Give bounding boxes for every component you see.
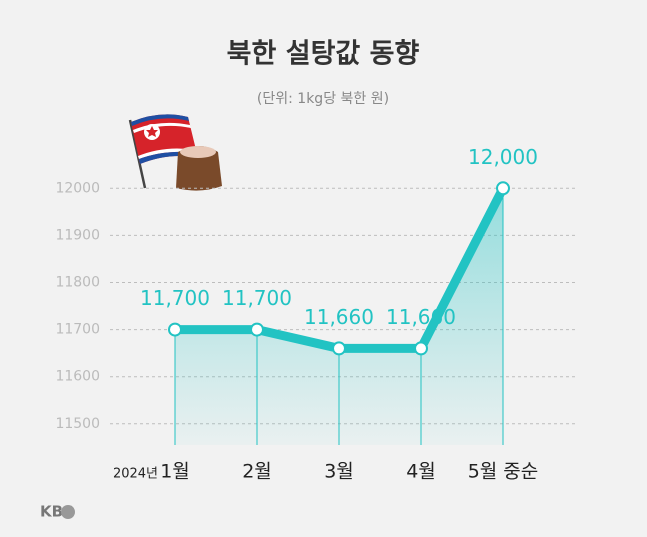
x-tick-label: 1월 (160, 461, 190, 483)
y-tick-label: 11900 (55, 227, 100, 243)
x-tick-label: 5월 중순 (468, 461, 539, 483)
y-tick-label: 11600 (55, 369, 100, 385)
y-tick-label: 11700 (55, 322, 100, 338)
marker (414, 341, 428, 356)
y-tick-label: 11500 (55, 416, 100, 432)
y-tick-label: 11800 (55, 274, 100, 290)
value-label: 11,700 (140, 286, 210, 310)
x-tick-label: 3월 (324, 461, 354, 483)
x-tick-label: 2월 (242, 461, 272, 483)
flag-illustration (128, 114, 222, 191)
chart-subtitle: (단위: 1kg당 북한 원) (257, 91, 389, 107)
x-prefix-label: 2024년 (113, 467, 158, 482)
y-tick-label: 12000 (55, 180, 100, 196)
x-tick-label: 4월 (406, 461, 436, 483)
value-label: 11,660 (304, 305, 374, 329)
logo-mark (61, 505, 75, 519)
value-label: 11,700 (222, 286, 292, 310)
chart-title: 북한 설탕값 동향 (227, 39, 420, 70)
marker (332, 341, 346, 356)
marker (496, 181, 510, 196)
marker (168, 322, 182, 337)
value-label: 11,660 (386, 305, 456, 329)
value-label: 12,000 (468, 145, 538, 169)
marker (250, 322, 264, 337)
